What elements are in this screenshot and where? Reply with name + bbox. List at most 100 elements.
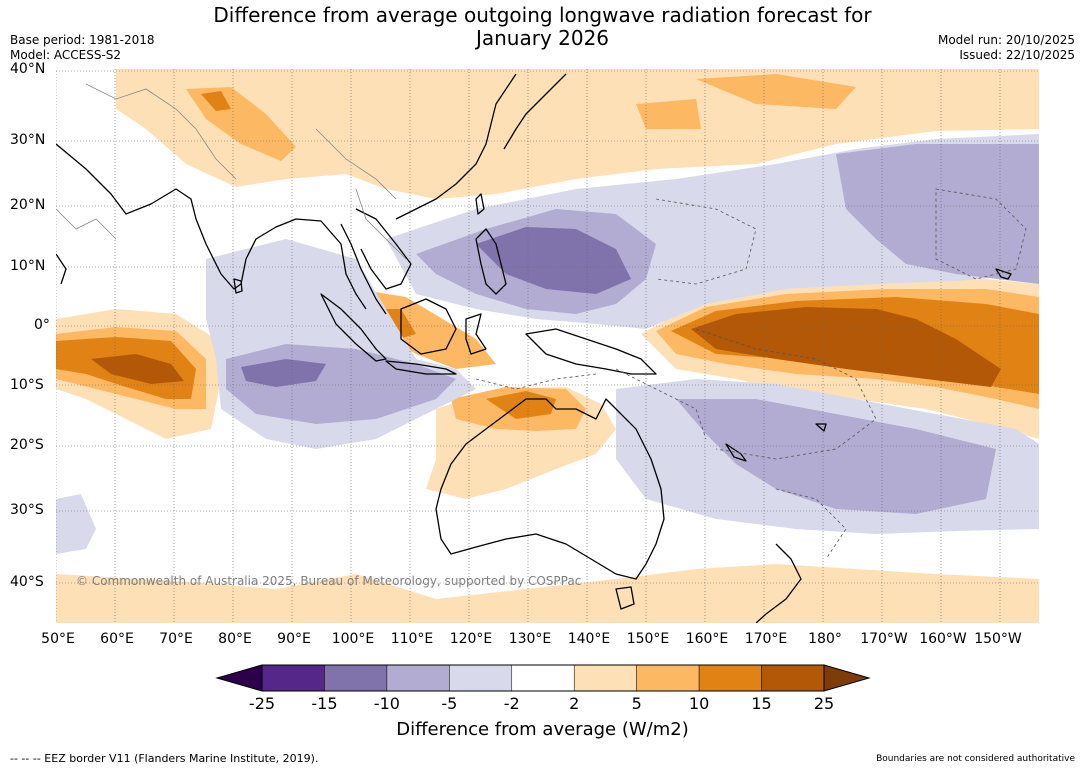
anomaly-wpac-10 [476,227,631,294]
coast-malay-peninsula [340,223,387,315]
coast-arabia-india [56,143,367,310]
coast-borneo [400,298,457,355]
coast-philippines [475,228,507,295]
lat-label-30s: 30°S [10,502,44,518]
lon-label-170w: 170°W [860,631,908,647]
coast-china [395,73,517,220]
colorbar-segment [261,664,325,692]
coast-sumatra [320,293,387,362]
colorbar-segment [324,664,388,692]
coast-fiji [815,423,827,432]
colorbar-tick-label: 5 [631,694,642,713]
map-svg [56,69,1039,623]
coast-sulawesi [465,313,487,355]
lon-label-130e: 130°E [508,631,552,647]
anomaly-indian-east-10 [241,359,326,387]
anomaly-south-ocean [56,564,1039,623]
colorbar-tick-label: -10 [373,694,400,713]
map-panel [56,69,1039,623]
colorbar-tick-label: 10 [688,694,710,713]
lat-label-20s: 20°S [10,437,44,453]
lat-label-30n: 30°N [10,132,46,148]
lon-label-70e: 70°E [159,631,193,647]
lat-label-40n: 40°N [10,61,46,77]
coast-australia [435,398,665,580]
coast-korea-japan [503,73,567,150]
coast-indochina [355,208,412,290]
coast-new-caledonia [725,443,747,462]
lon-label-90e: 90°E [277,631,311,647]
colorbar-segment [386,664,450,692]
positive-anomaly-layer [56,69,1039,623]
colorbar-segment [636,664,700,692]
anomaly-eq-pacific-25 [691,307,1001,387]
coast-africa-east [56,253,67,285]
title-line-2: January 2026 [475,26,610,50]
colorbar-tick-label: -15 [311,694,338,713]
lon-label-110e: 110°E [390,631,434,647]
model-run: Model run: 20/10/2025 [937,33,1075,47]
coast-taiwan [475,193,485,215]
copyright-notice: © Commonwealth of Australia 2025, Bureau… [76,574,582,588]
anomaly-sw-pacific-5 [676,399,996,514]
anomaly-asia-n-core2 [636,99,701,129]
eez-borders [475,188,1027,560]
country-borders [56,83,407,260]
coast-tasmania [615,586,635,610]
lon-label-80e: 80°E [218,631,252,647]
colorbar-extend-min [215,664,263,692]
colorbar-tick-label: 25 [813,694,835,713]
coast-java [385,360,457,375]
negative-anomaly-layer [56,134,1039,554]
meta-right: Model run: 20/10/2025 Issued: 22/10/2025 [938,33,1075,63]
coast-sri-lanka [233,278,243,294]
lon-label-170e: 170°E [744,631,788,647]
lat-label-equator: 0° [34,317,50,333]
lon-label-150e: 150°E [626,631,670,647]
lon-label-160w: 160°W [919,631,967,647]
boundary-note: Boundaries are not considered authoritat… [876,754,1075,764]
colorbar-label: Difference from average (W/m2) [396,719,689,740]
anomaly-indian-west-25 [91,354,184,384]
anomaly-wpac-5-east [836,144,1039,284]
anomaly-asia-n-core [696,74,856,109]
lat-label-10s: 10°S [10,377,44,393]
coast-hawaii [995,268,1012,280]
lat-label-10n: 10°N [10,258,46,274]
colorbar-segment [449,664,513,692]
coast-new-guinea [525,328,657,375]
lon-label-60e: 60°E [100,631,134,647]
lon-label-120e: 120°E [449,631,493,647]
anomaly-tibet-core [201,91,231,111]
lon-label-50e: 50°E [41,631,75,647]
colorbar-segment [511,664,575,692]
lon-label-100e: 100°E [331,631,375,647]
lat-label-20n: 20°N [10,197,46,213]
coastlines [56,73,1012,623]
lon-label-140e: 140°E [567,631,611,647]
lon-label-160e: 160°E [685,631,729,647]
anomaly-north-australia-15 [486,391,556,419]
colorbar-tick-label: -2 [503,694,520,713]
colorbar-tick-label: -5 [441,694,458,713]
coast-new-zealand [755,543,802,623]
title-line-1: Difference from average outgoing longwav… [213,3,872,27]
colorbar-tick-label: -25 [248,694,276,713]
issued-date: Issued: 22/10/2025 [959,48,1075,62]
model-name: Model: ACCESS-S2 [10,48,122,62]
map-title: Difference from average outgoing longwav… [0,4,1085,50]
colorbar-segments [215,664,871,692]
base-period: Base period: 1981-2018 [10,33,155,47]
lat-label-40s: 40°S [10,574,44,590]
eez-note: -- -- -- EEZ border V11 (Flanders Marine… [10,752,319,765]
colorbar-tick-label: 15 [751,694,772,713]
colorbar [215,664,871,692]
colorbar-segment [698,664,762,692]
colorbar-segment [573,664,637,692]
meta-left: Base period: 1981-2018 Model: ACCESS-S2 [10,33,155,63]
colorbar-tick-label: 2 [569,694,580,713]
colorbar-segment [761,664,825,692]
colorbar-extend-max [823,664,871,692]
lon-label-180: 180° [808,631,842,647]
lon-label-150w: 150°W [974,631,1022,647]
